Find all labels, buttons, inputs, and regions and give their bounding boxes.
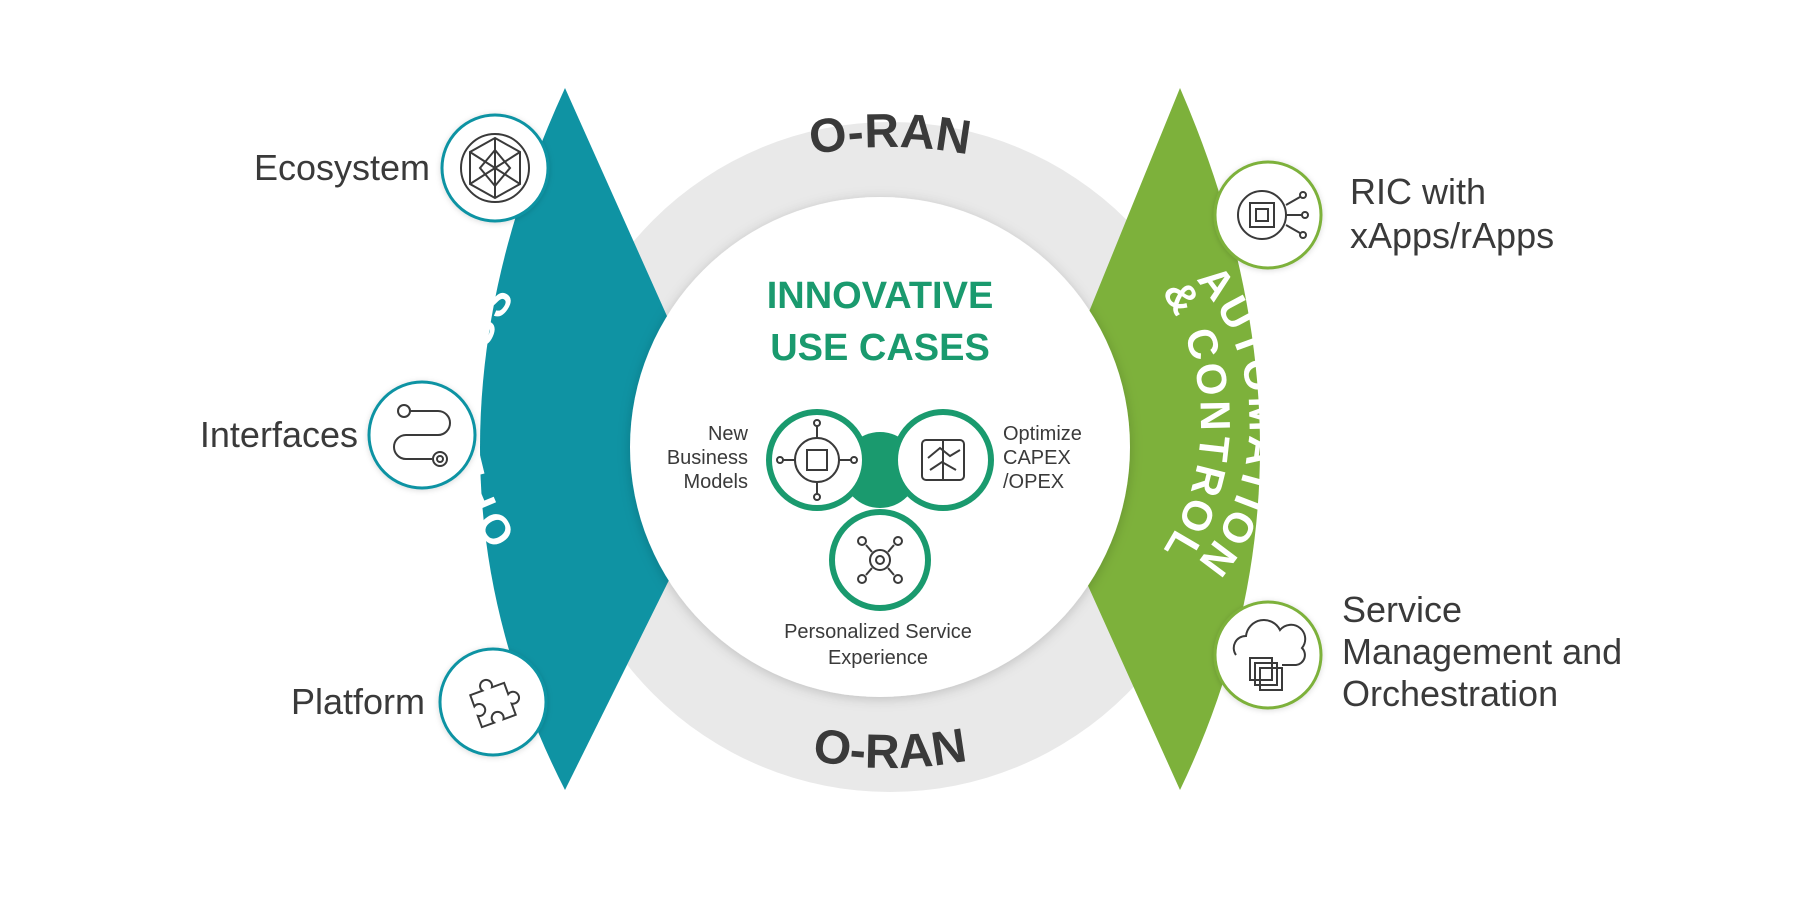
- handshake-icon: [921, 439, 965, 481]
- service-label-line3: Orchestration: [1342, 673, 1558, 714]
- automation-wing: [1030, 88, 1260, 790]
- use-case-right-line3: /OPEX: [1003, 471, 1064, 493]
- use-case-right-line1: Optimize: [1003, 423, 1082, 445]
- interfaces-badge: [367, 380, 477, 490]
- use-case-bottom-line1: Personalized Service: [784, 621, 972, 643]
- interfaces-label: Interfaces: [200, 414, 358, 455]
- interface-flow-icon: [393, 404, 451, 467]
- center-title-line2: USE CASES: [770, 327, 990, 369]
- use-case-right-line2: CAPEX: [1003, 447, 1071, 469]
- service-mgmt-badge: [1213, 600, 1323, 710]
- ecosystem-badge: [440, 113, 550, 223]
- service-label-line1: Service: [1342, 589, 1462, 630]
- personalized-service-badge: [829, 509, 931, 611]
- ring-top-label: O-RAN: [806, 105, 975, 165]
- use-case-left-line2: Business: [667, 447, 748, 469]
- puzzle-piece-icon: [468, 678, 520, 729]
- platform-badge: [438, 647, 548, 757]
- team-gear-icon: [857, 536, 903, 584]
- ric-badge: [1213, 160, 1323, 270]
- use-case-left-line3: Models: [684, 471, 748, 493]
- geodesic-sphere-icon: [460, 133, 530, 203]
- cloud-stack-icon: [1232, 619, 1307, 691]
- service-label-line2: Management and: [1342, 631, 1622, 672]
- chip-gear-icon: [1237, 190, 1309, 240]
- network-box-icon: [776, 419, 858, 501]
- use-case-left-line1: New: [708, 423, 749, 445]
- center-title-line1: INNOVATIVE: [767, 275, 994, 317]
- ecosystem-label: Ecosystem: [254, 147, 430, 188]
- use-case-trefoil: [766, 409, 994, 611]
- ric-label-line2: xApps/rApps: [1350, 215, 1554, 256]
- use-case-bottom-line2: Experience: [828, 647, 928, 669]
- platform-label: Platform: [291, 681, 425, 722]
- ric-label-line1: RIC with: [1350, 171, 1486, 212]
- ring-bottom-label: O-RAN: [810, 719, 970, 779]
- openness-wing: [480, 88, 730, 790]
- new-business-models-badge: [766, 409, 868, 511]
